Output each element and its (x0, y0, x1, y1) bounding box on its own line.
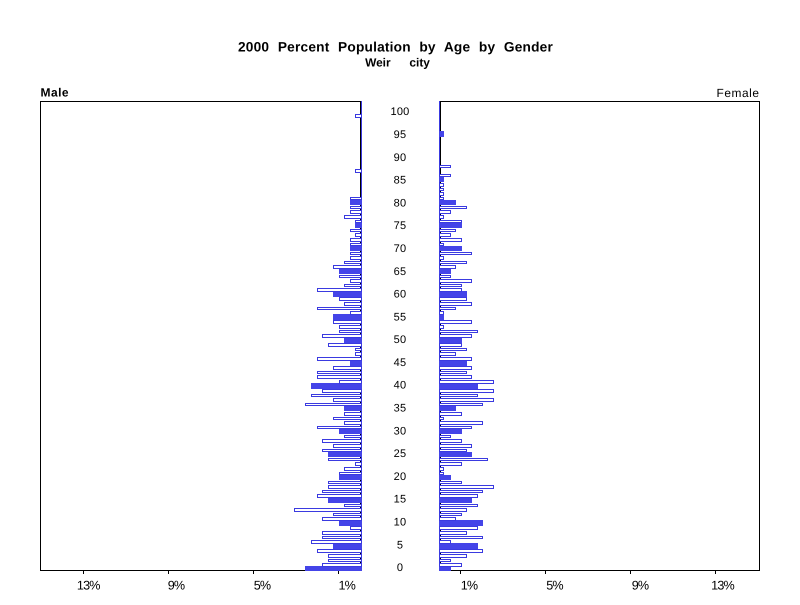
svg-text:75: 75 (394, 220, 407, 232)
svg-text:20: 20 (394, 471, 407, 483)
svg-text:55: 55 (394, 311, 407, 323)
svg-text:5%: 5% (254, 579, 271, 593)
svg-text:70: 70 (394, 243, 407, 255)
svg-text:9%: 9% (632, 579, 649, 593)
svg-text:30: 30 (394, 425, 407, 437)
svg-text:80: 80 (394, 197, 407, 209)
svg-text:5: 5 (397, 539, 403, 551)
svg-text:13%: 13% (77, 579, 100, 593)
svg-text:1%: 1% (339, 579, 356, 593)
svg-text:50: 50 (394, 334, 407, 346)
svg-text:9%: 9% (168, 579, 185, 593)
svg-text:0: 0 (397, 562, 403, 574)
svg-text:90: 90 (394, 152, 407, 164)
svg-text:Male: Male (41, 85, 69, 99)
svg-text:100: 100 (391, 106, 410, 118)
svg-text:2000 Percent Population by Age: 2000 Percent Population by Age by Gender (238, 39, 553, 54)
svg-text:1%: 1% (461, 579, 478, 593)
svg-text:13%: 13% (711, 579, 734, 593)
svg-text:35: 35 (394, 403, 407, 415)
svg-text:65: 65 (394, 266, 407, 278)
svg-text:15: 15 (394, 494, 407, 506)
svg-text:10: 10 (394, 517, 407, 529)
svg-text:5%: 5% (546, 579, 563, 593)
svg-text:25: 25 (394, 448, 407, 460)
svg-text:60: 60 (394, 289, 407, 301)
svg-text:45: 45 (394, 357, 407, 369)
svg-text:40: 40 (394, 380, 407, 392)
svg-text:95: 95 (394, 129, 407, 141)
svg-text:Female: Female (717, 86, 760, 100)
svg-text:85: 85 (394, 175, 407, 187)
svg-text:Weir city: Weir city (365, 56, 430, 70)
